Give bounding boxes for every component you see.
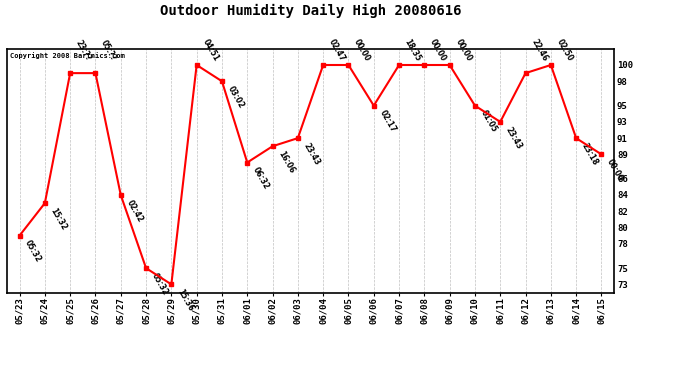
Text: 02:17: 02:17 <box>377 109 397 134</box>
Text: 04:51: 04:51 <box>201 37 220 63</box>
Text: 02:42: 02:42 <box>125 198 144 223</box>
Text: 05:32: 05:32 <box>23 239 43 264</box>
Text: Copyright 2008 Bartnics.com: Copyright 2008 Bartnics.com <box>10 53 125 59</box>
Text: 00:00: 00:00 <box>605 158 625 183</box>
Text: 05:32: 05:32 <box>150 272 170 297</box>
Text: 16:06: 16:06 <box>277 150 296 175</box>
Text: 00:00: 00:00 <box>428 37 448 63</box>
Text: 18:35: 18:35 <box>403 37 423 63</box>
Text: 23:18: 23:18 <box>580 141 600 167</box>
Text: 06:32: 06:32 <box>251 166 271 191</box>
Text: Outdoor Humidity Daily High 20080616: Outdoor Humidity Daily High 20080616 <box>160 4 461 18</box>
Text: 23:43: 23:43 <box>302 141 322 167</box>
Text: 02:50: 02:50 <box>555 37 575 63</box>
Text: 05:??: 05:?? <box>99 39 118 63</box>
Text: 01:05: 01:05 <box>479 109 499 134</box>
Text: 22:46: 22:46 <box>529 37 549 63</box>
Text: 15:32: 15:32 <box>49 206 68 232</box>
Text: 15:36: 15:36 <box>175 288 195 313</box>
Text: 02:47: 02:47 <box>327 37 347 63</box>
Text: 23:??: 23:?? <box>74 39 93 63</box>
Text: 23:43: 23:43 <box>504 125 524 150</box>
Text: 00:00: 00:00 <box>353 37 372 63</box>
Text: 00:00: 00:00 <box>453 37 473 63</box>
Text: 03:02: 03:02 <box>226 84 246 110</box>
